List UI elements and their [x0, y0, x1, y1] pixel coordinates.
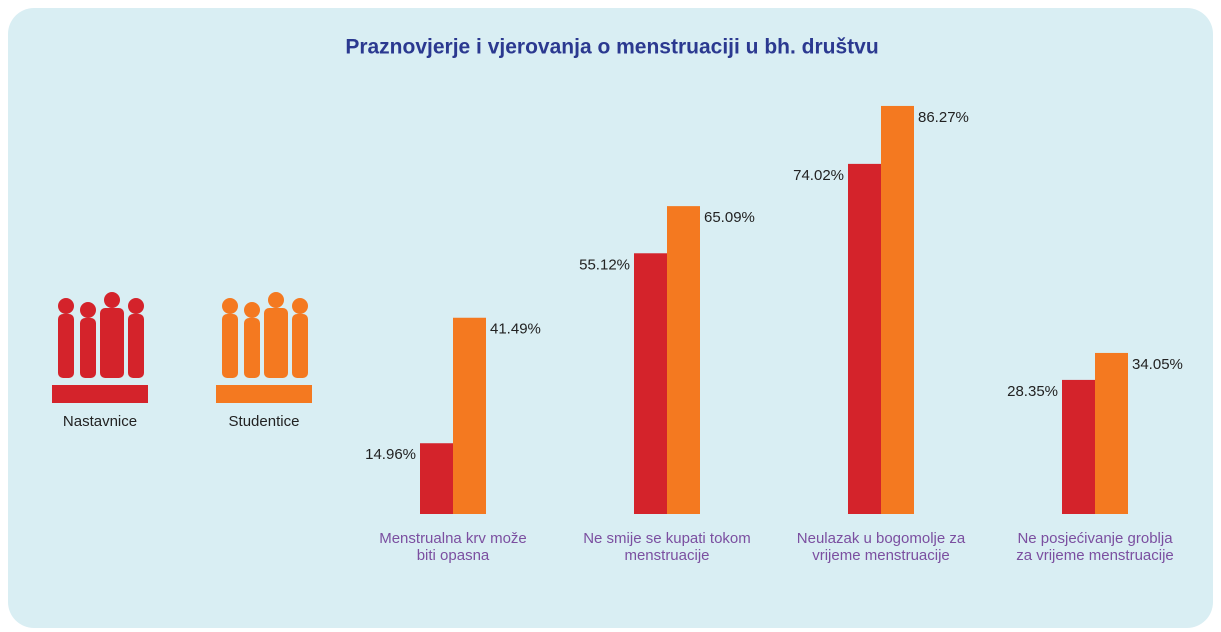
value-label: 74.02% [793, 167, 844, 184]
value-label: 55.12% [579, 256, 630, 273]
legend-icon [222, 298, 238, 314]
legend-icon [100, 308, 124, 378]
legend-icon [292, 314, 308, 378]
legend-icon [292, 298, 308, 314]
value-label: 28.35% [1007, 383, 1058, 400]
bar [667, 206, 700, 514]
legend-icon [244, 302, 260, 318]
bar [1095, 352, 1128, 514]
legend-icon [104, 292, 120, 308]
bar [848, 163, 881, 514]
legend-icon [80, 318, 96, 378]
legend-label: Studentice [229, 413, 300, 430]
bar [881, 105, 914, 514]
legend-icon [244, 318, 260, 378]
value-label: 86.27% [918, 109, 969, 126]
value-label: 14.96% [365, 446, 416, 463]
category-label: Ne smije se kupati tokom menstruacije [583, 530, 751, 564]
category-label: Menstrualna krv može biti opasna [379, 530, 527, 564]
legend-swatch [52, 385, 148, 403]
legend-icon [264, 308, 288, 378]
legend-icon [58, 298, 74, 314]
category-label: Ne posjećivanje groblja za vrijeme menst… [1016, 530, 1174, 564]
legend-icon [268, 292, 284, 308]
value-label: 65.09% [704, 209, 755, 226]
bar [420, 443, 453, 514]
legend-icon [128, 314, 144, 378]
value-label: 41.49% [490, 321, 541, 338]
legend-icon [58, 314, 74, 378]
chart-title: Praznovjerje i vjerovanja o menstruaciji… [345, 36, 878, 59]
legend-icon [222, 314, 238, 378]
legend-icon [128, 298, 144, 314]
bar [634, 253, 667, 514]
legend-label: Nastavnice [63, 413, 137, 430]
legend-swatch [216, 385, 312, 403]
value-label: 34.05% [1132, 356, 1183, 373]
legend-icon [80, 302, 96, 318]
bar [1062, 379, 1095, 514]
bar [453, 317, 486, 514]
category-label: Neulazak u bogomolje za vrijeme menstrua… [796, 530, 966, 564]
